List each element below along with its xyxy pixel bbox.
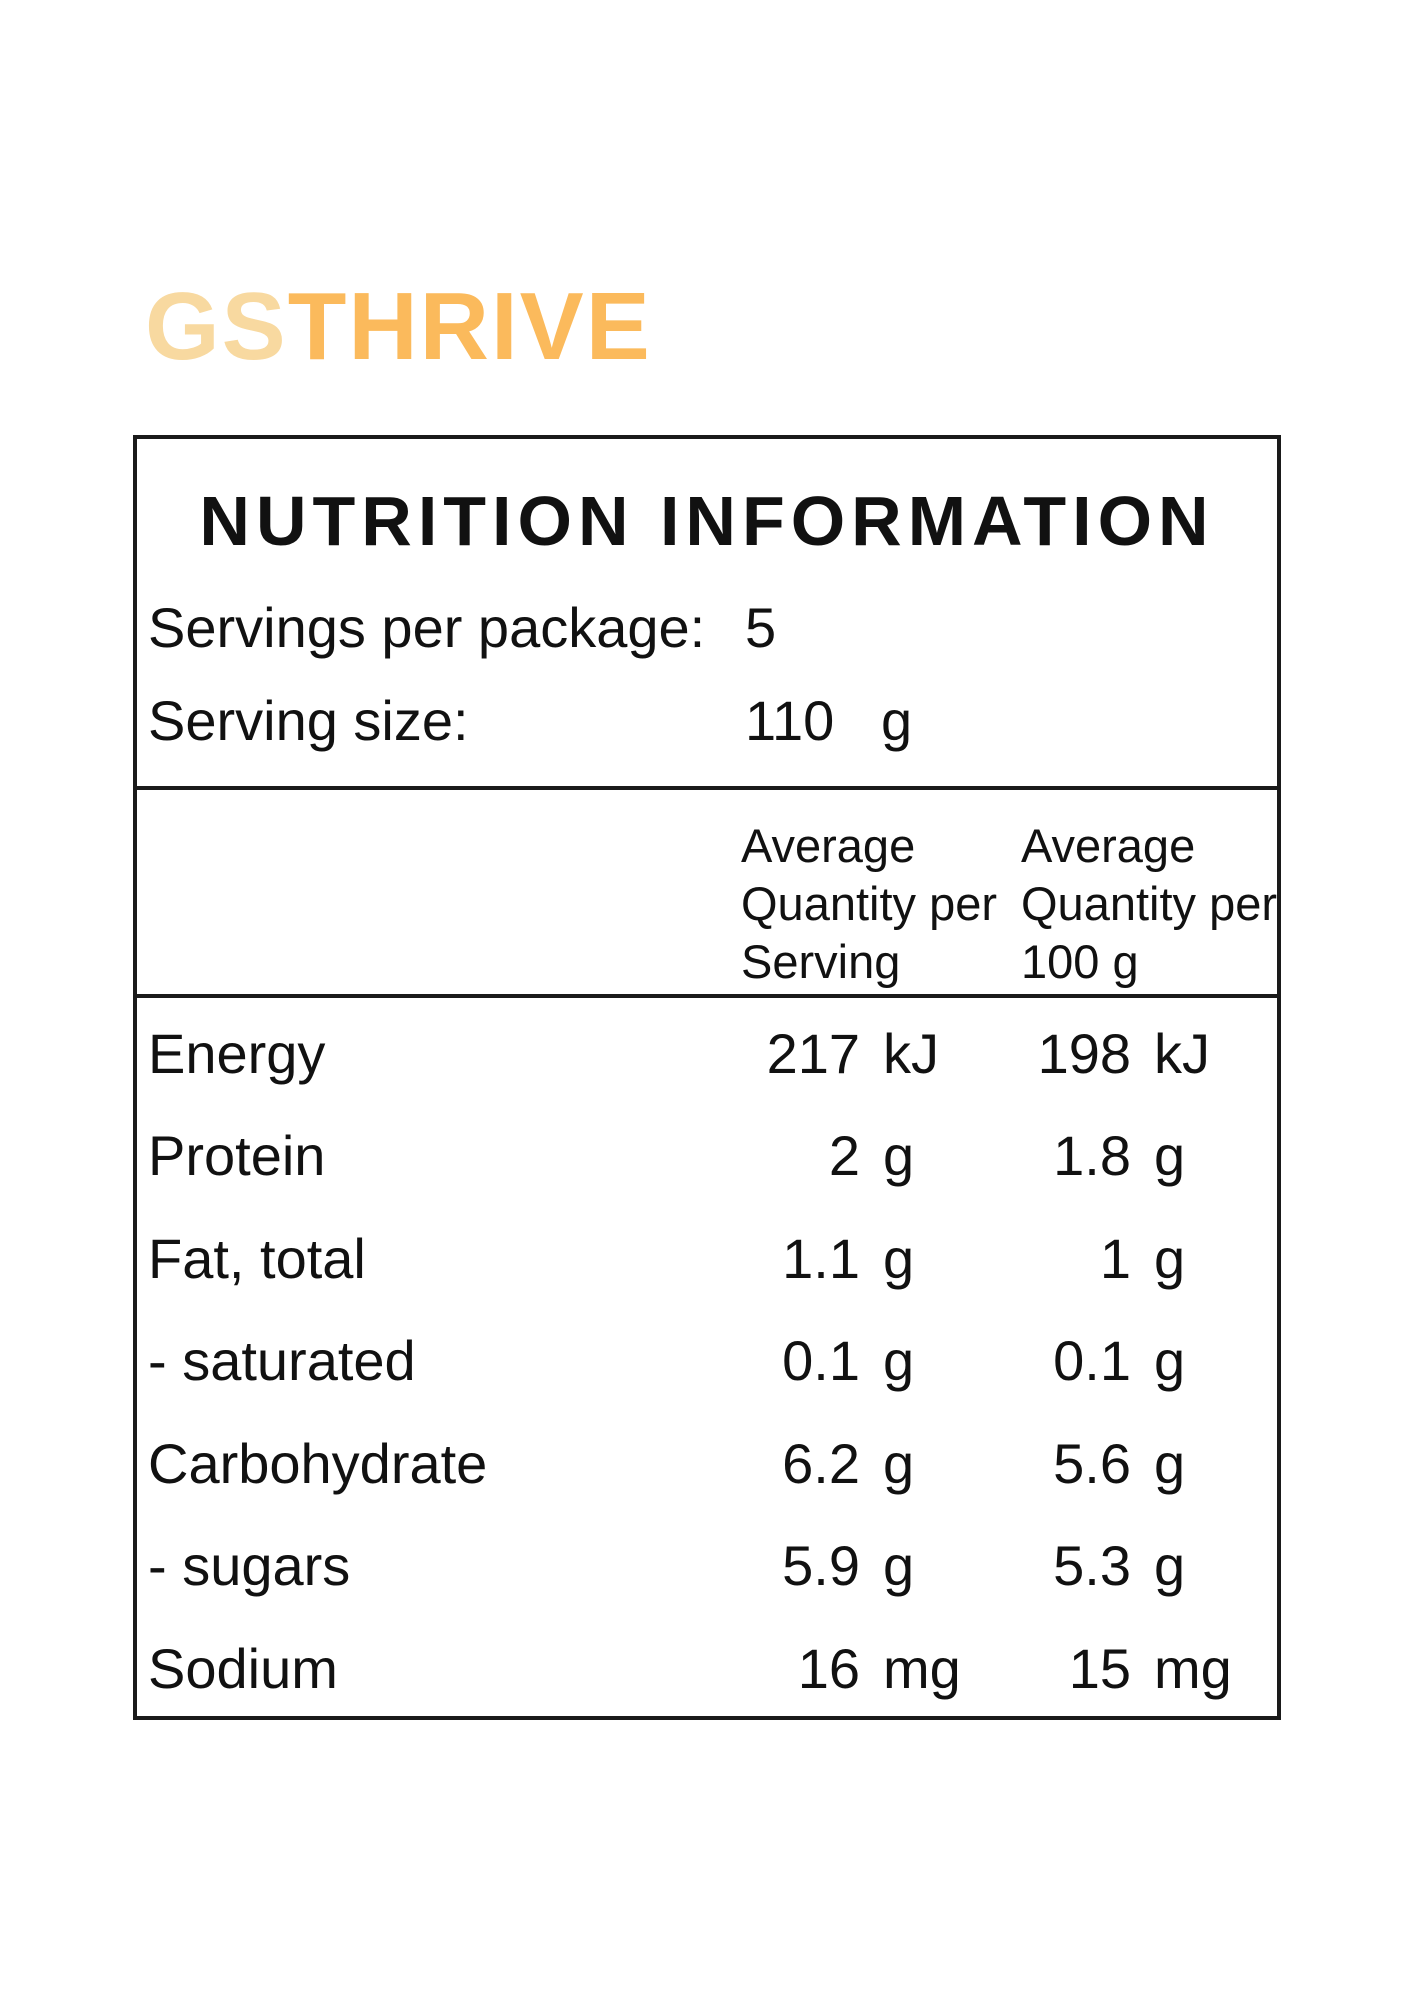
brand-logo-gs: GS: [145, 273, 288, 380]
nutrient-row-carbohydrate: Carbohydrate 6.2 g 5.6 g: [137, 1432, 1277, 1502]
per-100g-value: 0.1: [1053, 1329, 1131, 1392]
per-serving-unit: g: [883, 1432, 915, 1495]
nutrient-row-sodium: Sodium 16 mg 15 mg: [137, 1637, 1277, 1707]
serving-size-unit: g: [881, 689, 913, 752]
per-serving-unit: g: [883, 1124, 915, 1187]
per-serving-unit: mg: [883, 1637, 961, 1700]
per-serving-value: 16: [797, 1637, 860, 1700]
per-100g-value: 198: [1037, 1022, 1131, 1085]
nutrient-row-saturated: - saturated 0.1 g 0.1 g: [137, 1329, 1277, 1399]
panel-title: NUTRITION INFORMATION: [199, 482, 1215, 560]
per-100g-unit: mg: [1154, 1637, 1232, 1700]
column-header-line: Serving: [741, 935, 901, 988]
column-header-per-100g: Average Quantity per 100 g: [1021, 817, 1277, 991]
per-serving-value: 6.2: [782, 1432, 860, 1495]
per-100g-unit: g: [1154, 1227, 1186, 1290]
section-divider-top: [137, 786, 1277, 790]
column-header-line: Quantity per: [1021, 877, 1278, 930]
nutrient-label: Energy: [148, 1022, 326, 1085]
nutrient-label: Carbohydrate: [148, 1432, 488, 1495]
nutrient-label: Protein: [148, 1124, 326, 1187]
nutrition-information-panel: NUTRITION INFORMATION Servings per packa…: [133, 435, 1281, 1720]
per-100g-value: 5.3: [1053, 1534, 1131, 1597]
per-serving-unit: g: [883, 1329, 915, 1392]
nutrient-row-sugars: - sugars 5.9 g 5.3 g: [137, 1534, 1277, 1604]
nutrient-row-fat-total: Fat, total 1.1 g 1 g: [137, 1227, 1277, 1297]
per-serving-unit: g: [883, 1227, 915, 1290]
per-100g-value: 5.6: [1053, 1432, 1131, 1495]
column-header-line: 100 g: [1021, 935, 1139, 988]
servings-per-package-value: 5: [745, 596, 777, 659]
per-100g-unit: g: [1154, 1124, 1186, 1187]
per-100g-unit: g: [1154, 1329, 1186, 1392]
section-divider-header: [137, 994, 1277, 998]
nutrient-row-protein: Protein 2 g 1.8 g: [137, 1124, 1277, 1194]
nutrient-label: - sugars: [148, 1534, 351, 1597]
column-header-line: Average: [1021, 819, 1196, 872]
brand-logo-thrive: THRIVE: [287, 273, 652, 380]
per-serving-value: 1.1: [782, 1227, 860, 1290]
nutrient-label: Sodium: [148, 1637, 338, 1700]
nutrient-row-energy: Energy 217 kJ 198 kJ: [137, 1022, 1277, 1092]
per-100g-value: 15: [1068, 1637, 1131, 1700]
nutrient-label: Fat, total: [148, 1227, 366, 1290]
column-header-line: Quantity per: [741, 877, 998, 930]
serving-size-label: Serving size:: [148, 689, 469, 752]
per-serving-value: 217: [766, 1022, 860, 1085]
per-serving-value: 5.9: [782, 1534, 860, 1597]
per-serving-value: 2: [828, 1124, 860, 1187]
per-serving-value: 0.1: [782, 1329, 860, 1392]
brand-logo: GSTHRIVE: [145, 279, 652, 375]
per-100g-value: 1.8: [1053, 1124, 1131, 1187]
per-100g-unit: g: [1154, 1534, 1186, 1597]
nutrient-label: - saturated: [148, 1329, 416, 1392]
per-serving-unit: g: [883, 1534, 915, 1597]
column-header-per-serving: Average Quantity per Serving: [741, 817, 997, 991]
serving-size-value: 110: [745, 689, 835, 752]
per-100g-unit: g: [1154, 1432, 1186, 1495]
column-header-line: Average: [741, 819, 916, 872]
servings-per-package-label: Servings per package:: [148, 596, 706, 659]
per-100g-value: 1: [1099, 1227, 1131, 1290]
per-serving-unit: kJ: [883, 1022, 939, 1085]
per-100g-unit: kJ: [1154, 1022, 1210, 1085]
